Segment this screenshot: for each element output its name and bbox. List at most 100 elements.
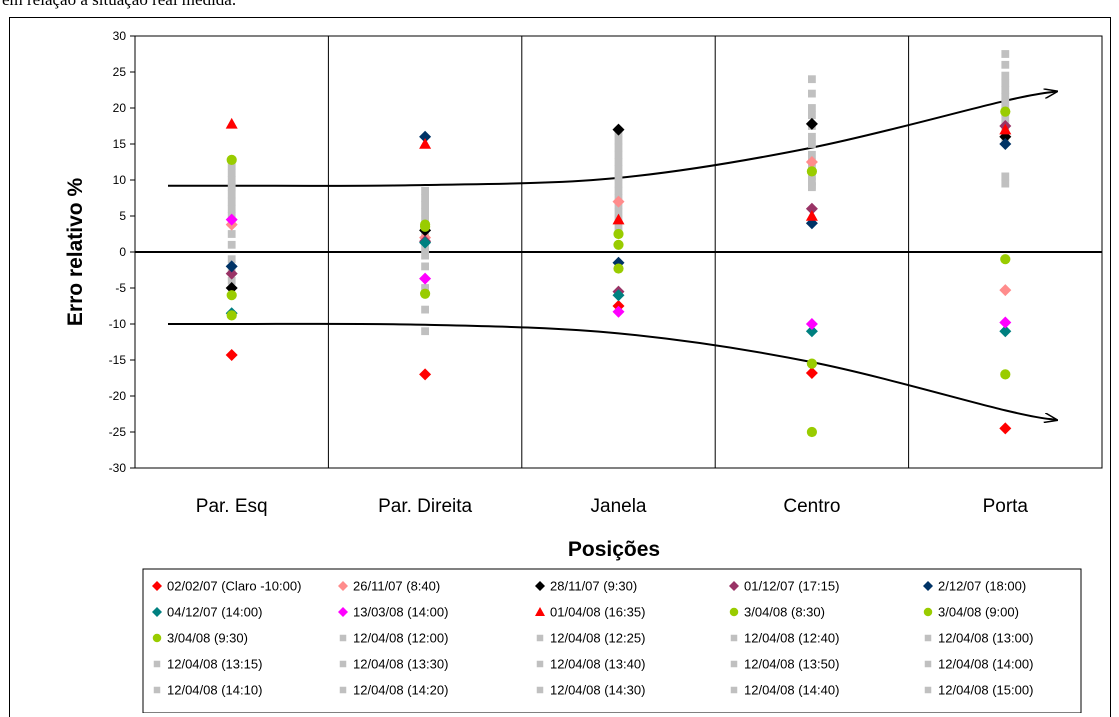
y-tick-label: -15: [109, 353, 127, 367]
legend-label: 13/03/08 (14:00): [353, 605, 448, 620]
legend-marker: [153, 686, 161, 694]
data-point: [999, 138, 1012, 150]
data-point: [225, 213, 238, 226]
x-category-label: Porta: [983, 496, 1029, 517]
data-point: [419, 272, 432, 285]
data-point: [421, 284, 429, 292]
legend-label: 12/04/08 (13:00): [938, 631, 1033, 646]
y-tick-label: -30: [109, 461, 127, 475]
data-point: [1001, 93, 1010, 102]
data-point: [1000, 106, 1011, 117]
data-point: [613, 228, 624, 240]
legend-label: 02/02/07 (Claro -10:00): [167, 579, 301, 594]
data-point: [612, 305, 625, 318]
legend-label: 04/12/07 (14:00): [167, 605, 262, 620]
data-point: [805, 202, 818, 215]
data-point: [999, 123, 1012, 135]
data-point: [614, 143, 623, 152]
data-point: [421, 262, 429, 271]
legend-marker: [729, 581, 739, 591]
legend-label: 12/04/08 (12:00): [353, 631, 448, 646]
legend-marker: [339, 634, 347, 642]
data-point: [808, 183, 816, 192]
data-point: [227, 168, 236, 177]
data-point: [1000, 254, 1011, 265]
x-category-label: Janela: [591, 496, 647, 517]
data-point: [226, 154, 237, 165]
legend-label: 3/04/08 (9:00): [938, 605, 1019, 620]
data-point: [805, 325, 818, 338]
data-point: [1001, 71, 1010, 80]
legend-marker: [339, 660, 347, 668]
data-point: [227, 255, 236, 264]
data-point: [805, 318, 818, 330]
data-point: [421, 201, 429, 210]
data-point: [227, 240, 236, 249]
data-point: [805, 210, 818, 221]
data-point: [421, 305, 429, 314]
y-tick-label: 25: [113, 65, 127, 79]
y-tick-label: 5: [119, 209, 126, 223]
x-axis-label: Posições: [568, 538, 660, 561]
data-point: [226, 290, 237, 301]
legend-label: 12/04/08 (14:40): [744, 683, 839, 698]
data-point: [614, 136, 623, 145]
y-tick-label: -20: [109, 389, 127, 403]
legend-marker: [536, 660, 544, 668]
legend-label: 2/12/07 (18:00): [938, 579, 1026, 594]
legend-marker: [924, 686, 932, 694]
legend: 02/02/07 (Claro -10:00) 26/11/07 (8:40) 28…: [152, 579, 1033, 698]
x-category-label: Centro: [783, 496, 840, 517]
data-point: [999, 422, 1012, 435]
legend-marker: [730, 686, 738, 694]
data-point: [421, 186, 429, 195]
data-point: [808, 150, 816, 159]
y-tick-label: 10: [113, 173, 127, 187]
data-point: [614, 179, 623, 188]
data-point: [421, 327, 429, 336]
data-point: [808, 132, 816, 141]
data-point: [613, 263, 624, 274]
data-point: [999, 325, 1012, 338]
legend-marker: [338, 581, 348, 591]
legend-label: 12/04/08 (14:00): [938, 657, 1033, 672]
data-point: [806, 426, 818, 438]
data-point: [419, 138, 432, 149]
data-point: [225, 117, 238, 129]
legend-marker: [536, 634, 544, 642]
data-point: [806, 166, 818, 177]
legend-marker: [730, 660, 738, 668]
x-category-label: Par. Esq: [196, 496, 268, 517]
legend-label: 3/04/08 (8:30): [744, 605, 825, 620]
caption-text: em relação à situação real medida.: [2, 0, 236, 10]
x-category-label: Par. Direita: [378, 496, 472, 517]
data-point: [421, 194, 429, 202]
legend-label: 12/04/08 (12:25): [550, 631, 645, 646]
legend-marker: [152, 581, 162, 591]
data-point: [225, 267, 238, 280]
data-point: [614, 222, 623, 231]
data-point: [421, 208, 429, 217]
data-point: [612, 195, 625, 208]
data-point: [805, 156, 818, 168]
data-point: [1001, 78, 1010, 87]
data-point: [999, 284, 1012, 297]
data-point: [227, 230, 236, 238]
y-tick-label: 30: [113, 29, 127, 43]
data-point: [612, 289, 625, 302]
legend-label: 26/11/07 (8:40): [353, 579, 440, 594]
data-point: [1001, 100, 1010, 109]
legend-label: 28/11/07 (9:30): [550, 579, 637, 594]
legend-label: 12/04/08 (13:50): [744, 657, 839, 672]
data-point: [614, 165, 623, 174]
legend-label: 12/04/08 (13:40): [550, 657, 645, 672]
data-point: [225, 260, 238, 273]
data-point: [808, 89, 816, 98]
data-point: [227, 176, 236, 184]
data-points: [225, 50, 1012, 438]
legend-box: [142, 568, 1082, 713]
data-point: [227, 276, 236, 285]
data-point: [1001, 60, 1010, 69]
legend-label: 01/12/07 (17:15): [744, 579, 839, 594]
data-point: [806, 358, 818, 369]
